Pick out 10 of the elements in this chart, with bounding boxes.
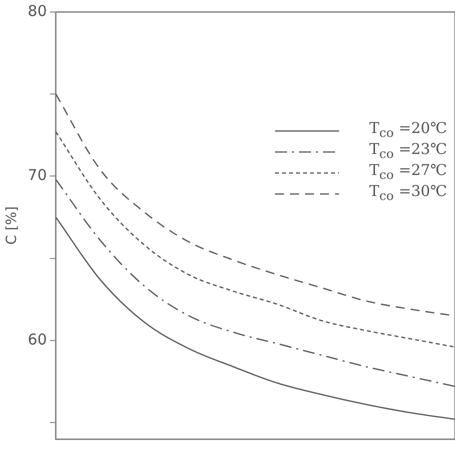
legend-label: T$_{co}$ =23℃ <box>369 140 447 162</box>
legend-label: T$_{co}$ =27℃ <box>369 161 447 183</box>
y-axis-title: C [%] <box>4 206 20 245</box>
y-tick-label: 70 <box>28 166 47 184</box>
legend-label: T$_{co}$ =20℃ <box>369 119 447 141</box>
line-series <box>55 216 455 420</box>
line-series <box>55 178 455 388</box>
legend-label: T$_{co}$ =30℃ <box>369 182 447 204</box>
y-tick-label: 60 <box>28 330 47 348</box>
y-tick-label: 80 <box>28 2 47 20</box>
